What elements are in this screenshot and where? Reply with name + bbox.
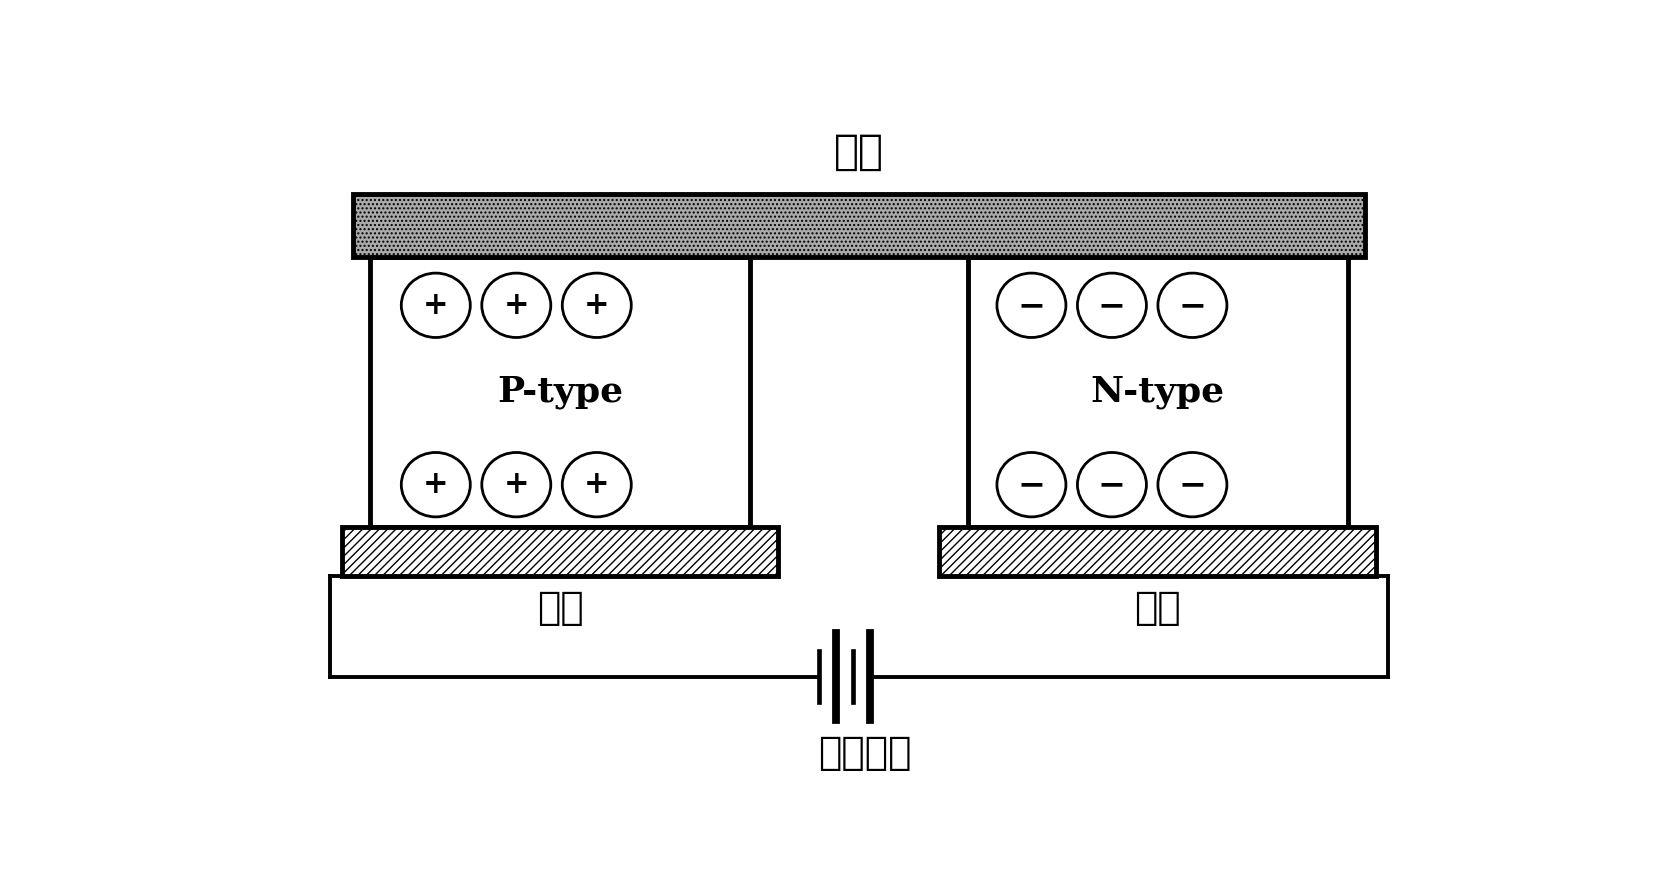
Ellipse shape xyxy=(997,452,1066,517)
Ellipse shape xyxy=(481,273,551,338)
Bar xyxy=(969,257,1348,527)
Ellipse shape xyxy=(1078,273,1146,338)
Text: 冷端: 冷端 xyxy=(835,131,883,173)
Bar xyxy=(354,194,1364,257)
Ellipse shape xyxy=(1078,452,1146,517)
Text: −: − xyxy=(1098,289,1126,322)
Text: +: + xyxy=(503,289,530,321)
Text: 热端: 热端 xyxy=(1135,590,1182,627)
Text: P-type: P-type xyxy=(496,375,623,409)
Text: −: − xyxy=(1178,469,1207,501)
Text: 直流电源: 直流电源 xyxy=(818,734,912,772)
Text: +: + xyxy=(422,470,449,500)
Text: +: + xyxy=(503,470,530,500)
Text: +: + xyxy=(583,289,610,321)
Ellipse shape xyxy=(401,273,471,338)
Text: −: − xyxy=(1017,289,1046,322)
Ellipse shape xyxy=(401,452,471,517)
Ellipse shape xyxy=(481,452,551,517)
Text: N-type: N-type xyxy=(1091,375,1225,409)
Ellipse shape xyxy=(1158,452,1227,517)
Text: −: − xyxy=(1017,469,1046,501)
Ellipse shape xyxy=(561,273,632,338)
Text: −: − xyxy=(1098,469,1126,501)
Ellipse shape xyxy=(997,273,1066,338)
Bar xyxy=(940,527,1376,575)
Ellipse shape xyxy=(561,452,632,517)
Bar xyxy=(342,527,778,575)
Text: +: + xyxy=(422,289,449,321)
Text: 热端: 热端 xyxy=(536,590,583,627)
Ellipse shape xyxy=(1158,273,1227,338)
Text: +: + xyxy=(583,470,610,500)
Bar xyxy=(370,257,749,527)
Text: −: − xyxy=(1178,289,1207,322)
